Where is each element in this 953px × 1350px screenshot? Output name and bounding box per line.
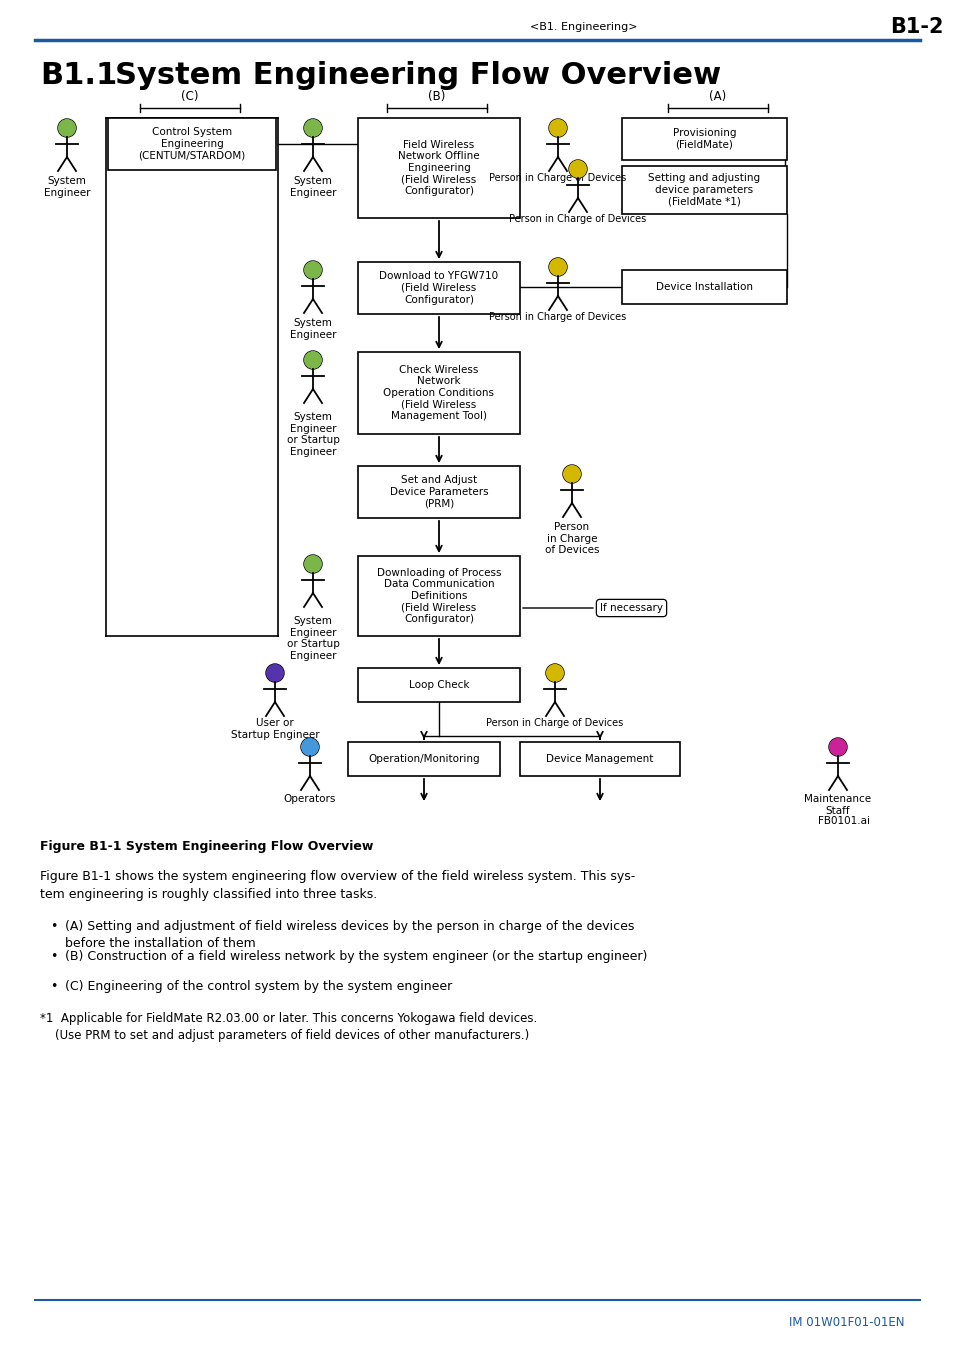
Text: •: • [50, 950, 57, 963]
Text: Operators: Operators [283, 794, 335, 805]
Text: *1  Applicable for FieldMate R2.03.00 or later. This concerns Yokogawa field dev: *1 Applicable for FieldMate R2.03.00 or … [40, 1012, 537, 1025]
Text: Set and Adjust
Device Parameters
(PRM): Set and Adjust Device Parameters (PRM) [389, 475, 488, 509]
Circle shape [545, 664, 563, 682]
Text: System
Engineer
or Startup
Engineer: System Engineer or Startup Engineer [286, 412, 339, 456]
Text: Setting and adjusting
device parameters
(FieldMate *1): Setting and adjusting device parameters … [648, 173, 760, 207]
Bar [108, 117, 275, 170]
Text: Operation/Monitoring: Operation/Monitoring [368, 755, 479, 764]
Bar [621, 117, 786, 161]
Bar [357, 668, 519, 702]
Text: before the installation of them: before the installation of them [65, 937, 255, 950]
Text: <B1. Engineering>: <B1. Engineering> [530, 22, 637, 32]
Text: Figure B1-1 System Engineering Flow Overview: Figure B1-1 System Engineering Flow Over… [40, 840, 373, 853]
Text: Provisioning
(FieldMate): Provisioning (FieldMate) [672, 128, 736, 150]
Bar [348, 743, 499, 776]
Circle shape [301, 738, 318, 756]
Text: (A): (A) [709, 90, 726, 103]
Text: System
Engineer
or Startup
Engineer: System Engineer or Startup Engineer [286, 616, 339, 660]
Text: Person in Charge of Devices: Person in Charge of Devices [489, 312, 626, 323]
Circle shape [548, 119, 566, 136]
Text: User or
Startup Engineer: User or Startup Engineer [231, 718, 319, 740]
Circle shape [568, 161, 586, 178]
Text: Person in Charge of Devices: Person in Charge of Devices [509, 215, 646, 224]
Text: System
Engineer: System Engineer [290, 176, 335, 197]
Text: •: • [50, 980, 57, 994]
Text: System
Engineer: System Engineer [44, 176, 91, 197]
Circle shape [58, 119, 76, 136]
Circle shape [304, 261, 322, 279]
Circle shape [562, 464, 580, 483]
Bar [357, 117, 519, 217]
Text: (C): (C) [181, 90, 198, 103]
Text: Person in Charge of Devices: Person in Charge of Devices [486, 718, 623, 728]
Text: Check Wireless
Network
Operation Conditions
(Field Wireless
Management Tool): Check Wireless Network Operation Conditi… [383, 364, 494, 421]
Text: Device Management: Device Management [546, 755, 653, 764]
Text: (B) Construction of a field wireless network by the system engineer (or the star: (B) Construction of a field wireless net… [65, 950, 647, 963]
Text: Downloading of Process
Data Communication
Definitions
(Field Wireless
Configurat: Downloading of Process Data Communicatio… [376, 568, 500, 624]
Circle shape [304, 351, 322, 369]
Circle shape [266, 664, 284, 682]
Text: Person in Charge of Devices: Person in Charge of Devices [489, 173, 626, 184]
Text: System
Engineer: System Engineer [290, 319, 335, 340]
Text: (Use PRM to set and adjust parameters of field devices of other manufacturers.): (Use PRM to set and adjust parameters of… [40, 1029, 529, 1042]
Text: If necessary: If necessary [522, 603, 662, 613]
Text: B1-2: B1-2 [889, 18, 943, 36]
Text: IM 01W01F01-01EN: IM 01W01F01-01EN [789, 1316, 904, 1328]
Bar [519, 743, 679, 776]
Text: tem engineering is roughly classified into three tasks.: tem engineering is roughly classified in… [40, 888, 376, 900]
Text: Figure B1-1 shows the system engineering flow overview of the field wireless sys: Figure B1-1 shows the system engineering… [40, 869, 635, 883]
Bar [357, 352, 519, 433]
Text: Device Installation: Device Installation [656, 282, 752, 292]
Circle shape [304, 119, 322, 136]
Text: Loop Check: Loop Check [408, 680, 469, 690]
Bar [357, 556, 519, 636]
Text: Control System
Engineering
(CENTUM/STARDOM): Control System Engineering (CENTUM/STARD… [138, 127, 245, 161]
Text: B1.1: B1.1 [40, 61, 117, 89]
Text: (B): (B) [428, 90, 445, 103]
Bar [357, 466, 519, 518]
Circle shape [828, 738, 846, 756]
Circle shape [548, 258, 566, 275]
Text: Maintenance
Staff: Maintenance Staff [803, 794, 871, 815]
Text: (A) Setting and adjustment of field wireless devices by the person in charge of : (A) Setting and adjustment of field wire… [65, 919, 634, 933]
Bar [621, 270, 786, 304]
Text: System Engineering Flow Overview: System Engineering Flow Overview [115, 61, 720, 89]
Bar [357, 262, 519, 315]
Circle shape [304, 555, 322, 572]
Bar [621, 166, 786, 215]
Text: Field Wireless
Network Offline
Engineering
(Field Wireless
Configurator): Field Wireless Network Offline Engineeri… [397, 140, 479, 196]
Text: Person
in Charge
of Devices: Person in Charge of Devices [544, 522, 598, 555]
Text: Download to YFGW710
(Field Wireless
Configurator): Download to YFGW710 (Field Wireless Conf… [379, 271, 498, 305]
Text: (C) Engineering of the control system by the system engineer: (C) Engineering of the control system by… [65, 980, 452, 994]
Text: •: • [50, 919, 57, 933]
Text: FB0101.ai: FB0101.ai [817, 815, 869, 826]
